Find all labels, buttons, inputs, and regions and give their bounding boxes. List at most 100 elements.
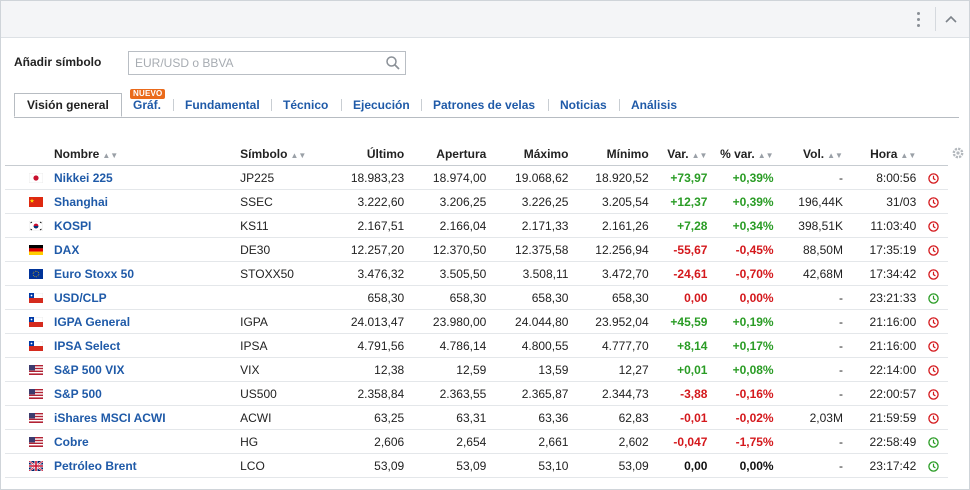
time-cell: 8:00:56	[842, 165, 917, 190]
tab-graf-label: Gráf.	[133, 98, 162, 112]
clock-icon	[928, 317, 940, 328]
volume-cell: -	[773, 333, 843, 358]
table-row[interactable]: DAX DE30 12.257,20 12.370,50 12.375,58 12.256…	[5, 237, 948, 262]
name-cell: Petróleo Brent	[5, 453, 241, 478]
name-cell: IPSA Select	[5, 333, 241, 358]
high-cell: 658,30	[486, 285, 569, 310]
change-cell: -0,01	[648, 405, 708, 430]
instrument-name-link[interactable]: Nikkei 225	[54, 170, 113, 185]
instrument-name-link[interactable]: iShares MSCI ACWI	[54, 410, 166, 425]
symbol-cell: HG	[240, 429, 324, 454]
quotes-table: Nombre ▲▼ Símbolo ▲▼ Último Apertura Máxim…	[5, 143, 948, 478]
change-cell: +12,37	[648, 189, 708, 214]
widget-header	[1, 1, 969, 38]
symbol-search-box[interactable]	[128, 51, 406, 75]
col-header-vol[interactable]: Vol. ▲▼	[773, 143, 843, 166]
clock-icon	[928, 293, 940, 304]
col-header-var[interactable]: Var. ▲▼	[648, 143, 708, 166]
last-cell: 12,38	[323, 357, 405, 382]
status-cell	[928, 405, 948, 430]
low-cell: 23.952,04	[568, 309, 649, 334]
col-header-simbolo[interactable]: Símbolo ▲▼	[240, 143, 324, 166]
last-cell: 24.013,47	[323, 309, 405, 334]
tab-tecnico[interactable]: Técnico	[283, 98, 329, 112]
instrument-name-link[interactable]: Shanghai	[54, 194, 109, 209]
col-header-pct-var[interactable]: % var. ▲▼	[707, 143, 774, 166]
instrument-name-link[interactable]: S&P 500	[54, 386, 102, 401]
open-cell: 2.363,55	[404, 381, 487, 406]
instrument-name-link[interactable]: DAX	[54, 242, 80, 257]
table-row[interactable]: IPSA Select IPSA 4.791,56 4.786,14 4.800,55 4…	[5, 333, 948, 358]
china-flag-icon	[29, 197, 43, 208]
name-cell: KOSPI	[5, 213, 241, 238]
table-row[interactable]: S&P 500 US500 2.358,84 2.363,55 2.365,87 2.34…	[5, 381, 948, 406]
status-cell	[928, 429, 948, 454]
table-row[interactable]: iShares MSCI ACWI ACWI 63,25 63,31 63,36 62,8…	[5, 405, 948, 430]
clock-icon	[928, 365, 940, 376]
col-header-ultimo[interactable]: Último	[323, 143, 405, 166]
instrument-name-link[interactable]: S&P 500 VIX	[54, 362, 125, 377]
open-cell: 12.370,50	[404, 237, 487, 262]
table-row[interactable]: Cobre HG 2,606 2,654 2,661 2,602 -0,047 -1,75% -…	[5, 429, 948, 454]
table-row[interactable]: KOSPI KS11 2.167,51 2.166,04 2.171,33 2.161,2…	[5, 213, 948, 238]
pct-change-cell: -0,16%	[707, 381, 774, 406]
col-header-hora[interactable]: Hora ▲▼	[842, 143, 917, 166]
spacer-cell	[916, 165, 929, 190]
tab-patrones-de-velas[interactable]: Patrones de velas	[433, 98, 536, 112]
instrument-name-link[interactable]: IPSA Select	[54, 338, 121, 353]
table-row[interactable]: IGPA General IGPA 24.013,47 23.980,00 24.044…	[5, 309, 948, 334]
clock-icon	[928, 245, 940, 256]
instrument-name-link[interactable]: IGPA General	[54, 314, 131, 329]
clock-icon	[928, 341, 940, 352]
status-cell	[928, 285, 948, 310]
pct-change-cell: +0,19%	[707, 309, 774, 334]
tab-ejecucion[interactable]: Ejecución	[353, 98, 410, 112]
open-cell: 2,654	[404, 429, 487, 454]
pct-change-cell: +0,39%	[707, 165, 774, 190]
table-row[interactable]: Petróleo Brent LCO 53,09 53,09 53,10 53,09 0,0…	[5, 453, 948, 478]
table-row[interactable]: USD/CLP 658,30 658,30 658,30 658,30 0,00 0,00%…	[5, 285, 948, 310]
tab-analisis[interactable]: Análisis	[631, 98, 678, 112]
status-cell	[928, 357, 948, 382]
pct-change-cell: 0,00%	[707, 285, 774, 310]
sort-icon: ▲▼	[691, 151, 708, 160]
tab-noticias[interactable]: Noticias	[560, 98, 607, 112]
time-cell: 17:34:42	[842, 261, 917, 286]
instrument-name-link[interactable]: Euro Stoxx 50	[54, 266, 135, 281]
time-cell: 21:16:00	[842, 309, 917, 334]
name-cell: Euro Stoxx 50	[5, 261, 241, 286]
instrument-name-link[interactable]: Cobre	[54, 434, 89, 449]
high-cell: 12.375,58	[486, 237, 569, 262]
tab-graf[interactable]: Gráf.	[133, 93, 161, 116]
col-header-maximo[interactable]: Máximo	[486, 143, 569, 166]
table-row[interactable]: S&P 500 VIX VIX 12,38 12,59 13,59 12,27 +0,01 +…	[5, 357, 948, 382]
change-cell: +45,59	[648, 309, 708, 334]
instrument-name-link[interactable]: Petróleo Brent	[54, 458, 137, 473]
germany-flag-icon	[29, 245, 43, 256]
instrument-name-link[interactable]: USD/CLP	[54, 290, 107, 305]
symbol-search-input[interactable]	[129, 52, 385, 74]
spacer-cell	[916, 333, 929, 358]
table-row[interactable]: Euro Stoxx 50 STOXX50 3.476,32 3.505,50 3.50…	[5, 261, 948, 286]
col-header-apertura[interactable]: Apertura	[404, 143, 487, 166]
spacer-cell	[916, 357, 929, 382]
table-row[interactable]: Nikkei 225 JP225 18.983,23 18.974,00 19.068,…	[5, 165, 948, 190]
sort-icon: ▲▼	[102, 151, 119, 160]
col-header-minimo[interactable]: Mínimo	[568, 143, 649, 166]
col-header-nombre[interactable]: Nombre ▲▼	[5, 143, 241, 166]
last-cell: 63,25	[323, 405, 405, 430]
tab-vision-general[interactable]: Visión general	[14, 93, 122, 117]
collapse-chevron-up-icon[interactable]	[939, 7, 963, 31]
search-icon[interactable]	[385, 55, 401, 71]
low-cell: 658,30	[568, 285, 649, 310]
table-settings-gear-icon[interactable]	[951, 146, 965, 160]
clock-icon	[928, 461, 940, 472]
time-cell: 31/03	[842, 189, 917, 214]
chile-flag-icon	[29, 341, 43, 352]
tab-fundamental[interactable]: Fundamental	[185, 98, 260, 112]
table-row[interactable]: Shanghai SSEC 3.222,60 3.206,25 3.226,25 3.20…	[5, 189, 948, 214]
last-cell: 2.358,84	[323, 381, 405, 406]
low-cell: 2.344,73	[568, 381, 649, 406]
instrument-name-link[interactable]: KOSPI	[54, 218, 92, 233]
more-options-icon[interactable]	[907, 8, 929, 30]
